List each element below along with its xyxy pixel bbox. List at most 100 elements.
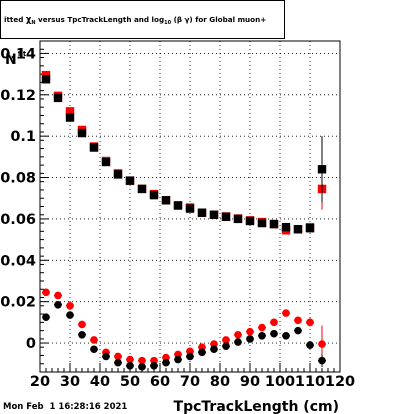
data-point <box>209 210 219 219</box>
timestamp: Mon Feb 1 16:28:16 2021 <box>3 402 127 412</box>
chart-title: itted χN versus TpcTrackLength and log10… <box>4 15 266 26</box>
data-point <box>293 225 303 234</box>
series-4 <box>42 300 326 371</box>
data-point <box>65 113 75 122</box>
y-tick-label: 0.06 <box>0 212 36 228</box>
data-point <box>318 340 326 348</box>
data-point <box>149 190 159 200</box>
chart-title-chi: χ <box>26 15 32 25</box>
series-2 <box>41 75 327 234</box>
data-point <box>246 335 254 343</box>
x-tick-label: 70 <box>180 374 200 390</box>
data-point <box>270 318 278 327</box>
data-point <box>318 356 326 365</box>
data-point <box>210 345 218 354</box>
data-point <box>77 128 87 138</box>
data-point <box>257 218 267 228</box>
x-tick-label: 80 <box>210 374 230 390</box>
y-tick-label: 0.1 <box>10 129 36 145</box>
y-tick-label: 0.02 <box>0 295 36 311</box>
data-point <box>186 352 194 361</box>
chart-title-part-2: versus TpcTrackLength and log <box>36 15 165 24</box>
x-tick-label: 20 <box>30 374 50 390</box>
data-point <box>101 157 111 167</box>
chart-title-part-3: (β γ) for Global muon+ <box>171 15 266 24</box>
data-point <box>137 184 147 194</box>
y-tick-label: 0.08 <box>0 171 36 187</box>
data-point <box>234 338 242 346</box>
data-point <box>305 224 315 233</box>
data-point <box>78 330 86 339</box>
chart-title-part-1: itted <box>4 15 26 24</box>
data-point <box>126 355 134 364</box>
data-point <box>282 309 290 317</box>
x-tick-label: 40 <box>90 374 110 390</box>
data-point <box>65 107 75 116</box>
data-point <box>245 216 255 226</box>
data-point <box>66 302 74 310</box>
x-tick-label: 90 <box>240 374 260 390</box>
data-point <box>221 212 231 222</box>
x-tick-label: 60 <box>150 374 170 390</box>
data-point <box>185 204 195 213</box>
data-point <box>126 361 134 370</box>
x-tick-label: 30 <box>60 374 80 390</box>
data-point <box>258 323 266 332</box>
data-point <box>90 336 98 344</box>
data-point <box>306 341 314 349</box>
data-point <box>234 330 242 339</box>
data-point <box>114 352 122 361</box>
tick-labels: 20 30 40 50 60 70 80 90 100 110 120 0 0.02 0.04 0.06 0.… <box>0 46 355 390</box>
x-tick-label: 120 <box>325 374 355 390</box>
data-point <box>281 222 291 232</box>
data-point <box>41 75 51 84</box>
data-point <box>114 358 122 367</box>
chart-title-log-subscript: 10 <box>164 20 171 26</box>
x-tick-label: 100 <box>265 374 295 390</box>
data-point <box>173 201 183 210</box>
data-point <box>162 358 170 367</box>
data-point <box>42 288 50 297</box>
data-point <box>246 327 254 336</box>
data-point <box>222 342 230 350</box>
data-point <box>294 326 302 335</box>
data-point <box>90 345 98 354</box>
y-tick-label: 0.12 <box>0 88 36 104</box>
data-point <box>150 361 158 370</box>
data-point <box>138 356 146 365</box>
data-point <box>197 208 207 217</box>
data-point <box>78 320 86 329</box>
data-point <box>113 170 123 179</box>
y-axis-label: Nfit <box>5 50 27 68</box>
data-point <box>306 318 314 327</box>
data-point <box>270 329 278 338</box>
data-point <box>89 143 99 152</box>
y-tick-label: 0 <box>26 336 36 352</box>
data-marks <box>41 70 327 371</box>
series-3 <box>42 288 326 365</box>
y-axis-label-subscript: fit <box>18 50 27 58</box>
data-point <box>138 363 146 371</box>
data-point <box>54 291 62 300</box>
y-axis-label-main: N <box>5 52 17 68</box>
x-tick-label: 110 <box>295 374 325 390</box>
data-point <box>161 196 171 205</box>
data-point <box>53 93 63 103</box>
data-point <box>102 352 110 361</box>
data-point <box>125 176 135 185</box>
data-point <box>294 316 302 325</box>
data-point <box>42 313 50 321</box>
data-point <box>258 331 266 340</box>
data-point <box>198 348 206 357</box>
data-point <box>233 214 243 224</box>
data-point <box>222 336 230 344</box>
data-point <box>54 300 62 309</box>
chart-title-chi-subscript: N <box>31 20 35 26</box>
y-tick-label: 0.14 <box>0 46 36 62</box>
data-point <box>66 311 74 319</box>
data-point <box>317 165 327 174</box>
series-1 <box>41 70 327 235</box>
data-point <box>174 355 182 364</box>
data-point <box>269 219 279 229</box>
